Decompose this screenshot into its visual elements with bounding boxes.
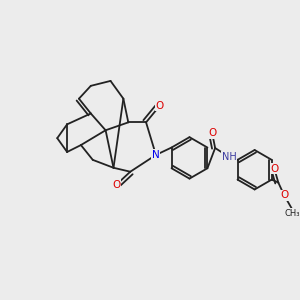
Text: O: O <box>270 164 278 174</box>
Text: O: O <box>208 128 216 138</box>
Text: O: O <box>112 179 121 190</box>
Text: O: O <box>280 190 288 200</box>
Text: NH: NH <box>222 152 236 162</box>
Text: N: N <box>152 150 160 160</box>
Text: CH₃: CH₃ <box>284 209 300 218</box>
Text: O: O <box>156 100 164 111</box>
